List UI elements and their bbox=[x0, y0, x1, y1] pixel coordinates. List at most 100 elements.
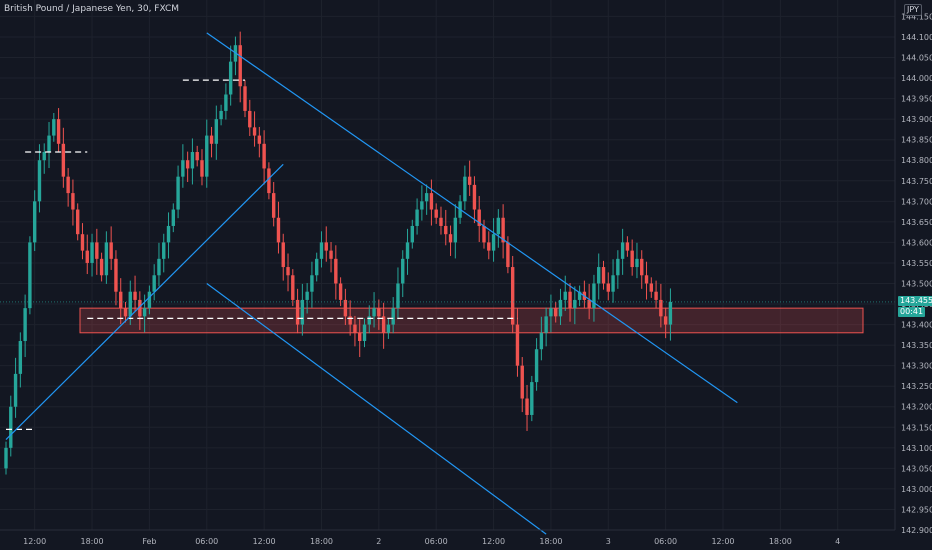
y-tick-label: 143.650 bbox=[901, 218, 932, 227]
candle-body bbox=[510, 267, 515, 325]
candle-body bbox=[549, 308, 553, 317]
candle-body bbox=[147, 291, 152, 309]
candle bbox=[200, 149, 204, 186]
candle-body bbox=[644, 275, 649, 284]
trendline bbox=[206, 32, 738, 404]
candle bbox=[663, 307, 668, 339]
candle bbox=[362, 318, 367, 348]
candle bbox=[315, 252, 319, 282]
candle-body bbox=[23, 308, 27, 342]
y-tick-label: 143.250 bbox=[901, 382, 932, 391]
candle-body bbox=[515, 324, 520, 366]
candle bbox=[659, 283, 663, 328]
candle bbox=[611, 259, 615, 303]
candle bbox=[252, 111, 257, 147]
candle-body bbox=[477, 209, 481, 226]
candle bbox=[530, 375, 534, 422]
candle-body bbox=[276, 217, 281, 243]
candle-body bbox=[597, 267, 601, 284]
y-tick-label: 142.900 bbox=[901, 526, 932, 535]
candle bbox=[448, 225, 453, 256]
x-tick-label: Feb bbox=[142, 537, 156, 546]
candle-body bbox=[448, 234, 453, 243]
y-tick-label: 143.500 bbox=[901, 279, 932, 288]
candle bbox=[238, 31, 242, 103]
price-axis: 144.150 144.100 144.050 144.000 143.950 143.9… bbox=[901, 12, 932, 535]
candle-body bbox=[209, 135, 214, 144]
candle bbox=[257, 126, 262, 158]
candle bbox=[616, 250, 620, 289]
candle-body bbox=[663, 316, 668, 325]
candle-body bbox=[429, 193, 434, 210]
candle bbox=[525, 384, 529, 431]
candle bbox=[649, 277, 653, 298]
candle-body bbox=[401, 258, 405, 284]
candle bbox=[477, 195, 481, 242]
candle-body bbox=[616, 258, 620, 276]
candle bbox=[396, 267, 400, 320]
candle-body bbox=[501, 217, 505, 243]
candle-body bbox=[506, 242, 510, 268]
candle-body bbox=[573, 299, 577, 309]
y-tick-label: 143.200 bbox=[901, 403, 932, 412]
candle-body bbox=[611, 275, 615, 292]
candle bbox=[123, 301, 128, 323]
candle bbox=[415, 198, 419, 235]
candle bbox=[166, 212, 171, 259]
candle bbox=[338, 277, 343, 307]
candle bbox=[142, 294, 147, 333]
candle-body bbox=[319, 242, 324, 259]
candle-body bbox=[496, 217, 501, 235]
candle bbox=[377, 299, 381, 330]
candle-body bbox=[525, 398, 529, 415]
candle-body bbox=[37, 160, 42, 202]
candle bbox=[515, 308, 520, 377]
candle-body bbox=[71, 193, 75, 210]
candle bbox=[66, 168, 70, 207]
candle bbox=[47, 122, 51, 169]
candle bbox=[95, 228, 99, 275]
candle bbox=[286, 253, 290, 292]
candle bbox=[319, 231, 324, 268]
trendline bbox=[206, 283, 547, 535]
candle-body bbox=[224, 94, 228, 111]
candle-body bbox=[625, 242, 630, 251]
candle-body bbox=[61, 143, 66, 177]
candle bbox=[99, 252, 104, 282]
y-tick-label: 143.800 bbox=[901, 156, 932, 165]
candle bbox=[90, 233, 94, 277]
candle bbox=[71, 179, 75, 226]
candle bbox=[190, 138, 195, 185]
candle-body bbox=[214, 119, 219, 144]
candle bbox=[501, 204, 505, 259]
candle bbox=[444, 209, 448, 246]
candle bbox=[28, 236, 32, 315]
candle-body bbox=[668, 301, 673, 325]
candle-body bbox=[434, 209, 438, 218]
candle bbox=[343, 288, 348, 325]
candle bbox=[491, 218, 496, 262]
y-tick-label: 143.000 bbox=[901, 485, 932, 494]
candles bbox=[4, 31, 673, 475]
candle bbox=[625, 236, 630, 257]
chart-grid bbox=[0, 0, 895, 531]
symbol-title: British Pound / Japanese Yen, 30, FXCM bbox=[4, 4, 180, 14]
candle-body bbox=[56, 119, 61, 144]
candle-body bbox=[534, 349, 539, 383]
y-tick-label: 144.150 bbox=[901, 12, 932, 21]
candle-body bbox=[286, 267, 290, 276]
candle-body bbox=[424, 193, 429, 202]
candle bbox=[434, 203, 438, 224]
candle bbox=[267, 162, 271, 200]
x-tick-label: 3 bbox=[606, 537, 611, 546]
candle bbox=[181, 144, 185, 188]
candle-body bbox=[620, 242, 625, 259]
candle-body bbox=[305, 291, 309, 300]
candle-body bbox=[228, 61, 233, 95]
candle-body bbox=[13, 373, 18, 407]
candle-body bbox=[47, 135, 51, 153]
candle-body bbox=[152, 275, 156, 292]
candle-body bbox=[467, 176, 472, 185]
currency-label[interactable]: JPY bbox=[904, 4, 922, 16]
